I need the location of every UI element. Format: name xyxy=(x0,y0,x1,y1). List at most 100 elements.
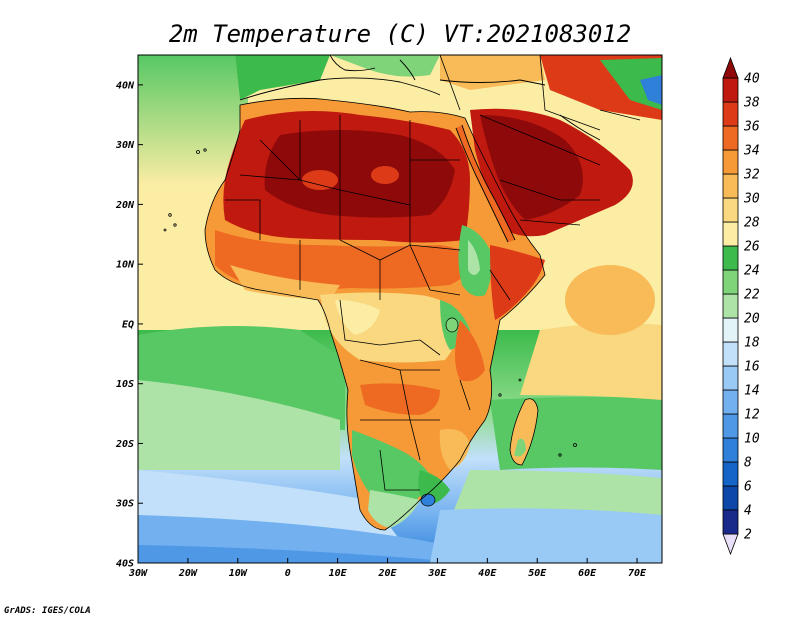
colorbar-label: 2 xyxy=(744,528,752,543)
kalahari-green xyxy=(352,430,430,507)
colorbar-swatch xyxy=(722,485,739,511)
iberia-green xyxy=(235,55,330,100)
x-tick-label: 0 xyxy=(285,568,291,579)
coastlines xyxy=(239,55,601,243)
y-tick-label: 20N xyxy=(115,200,135,211)
colorbar-label: 14 xyxy=(744,384,760,399)
x-tick-label: 30W xyxy=(128,568,148,579)
colorbar-label: 20 xyxy=(744,312,760,327)
y-axis: 40N 30N 20N 10N EQ 10S 20S 30S 40S xyxy=(115,80,143,570)
y-tick-label: EQ xyxy=(122,319,134,330)
colorbar-swatch xyxy=(722,173,739,199)
arabian-sea-warm xyxy=(565,265,655,335)
colorbar-label: 22 xyxy=(744,288,760,303)
tibesti-highland xyxy=(371,166,399,184)
lesotho-cold xyxy=(420,493,436,507)
ahaggar-highland xyxy=(302,170,338,190)
tanzania-hot xyxy=(455,320,485,382)
colorbar-swatch xyxy=(722,149,739,175)
colorbar-swatch xyxy=(722,221,739,247)
arabia-hottest xyxy=(480,115,583,220)
plot-frame xyxy=(137,54,663,564)
colorbar-label: 38 xyxy=(743,96,760,111)
x-tick-label: 70E xyxy=(628,568,647,579)
colorbar-swatch xyxy=(722,413,739,439)
colorbar-label: 12 xyxy=(744,408,760,423)
colorbar-label: 28 xyxy=(744,216,760,231)
caspian-highlands xyxy=(600,58,662,110)
colorbar-label: 30 xyxy=(743,192,760,207)
madagascar-highland xyxy=(514,438,526,457)
x-axis: 30W 20W 10W 0 10E 20E 30E 40E 50E 60E 70E xyxy=(128,558,647,579)
sahel-band xyxy=(215,230,480,290)
lake-victoria xyxy=(445,317,459,333)
plot-area xyxy=(138,55,662,563)
islands xyxy=(163,148,577,457)
zambia-hot xyxy=(360,383,440,415)
y-tick-label: 30S xyxy=(115,499,134,510)
colorbar-label: 4 xyxy=(744,504,752,519)
colorbar-swatch xyxy=(722,125,739,151)
colorbar-swatch xyxy=(722,293,739,319)
south-africa-light xyxy=(368,490,420,528)
x-tick-label: 20E xyxy=(377,568,397,579)
colorbar-swatch xyxy=(722,509,739,535)
colorbar-swatch xyxy=(722,77,739,103)
colorbar-label: 26 xyxy=(744,240,760,255)
colorbar-swatch xyxy=(722,269,739,295)
colorbar-label: 36 xyxy=(743,120,760,135)
x-tick-label: 60E xyxy=(578,568,597,579)
colorbar-swatch xyxy=(722,317,739,343)
grads-credit: GrADS: IGES/COLA xyxy=(4,606,91,616)
y-tick-label: 40S xyxy=(116,559,134,570)
x-tick-label: 50E xyxy=(528,568,547,579)
colorbar-label: 16 xyxy=(744,360,760,375)
colorbar-swatch xyxy=(722,365,739,391)
map-title: 2m Temperature (C) VT:2021083012 xyxy=(169,20,631,48)
x-tick-label: 10E xyxy=(329,568,348,579)
colorbar-label: 18 xyxy=(744,336,760,351)
gabon-coast xyxy=(335,300,380,335)
y-tick-label: 30N xyxy=(115,140,135,151)
southern-europe-green xyxy=(330,55,440,77)
colorbar-swatch xyxy=(722,461,739,487)
colorbar-under-triangle xyxy=(722,533,739,556)
hindu-kush-cold xyxy=(640,75,662,105)
colorbar-label: 34 xyxy=(743,144,760,159)
y-tick-label: 20S xyxy=(115,439,134,450)
indian-ocean-warm xyxy=(520,323,662,400)
colorbar-swatch xyxy=(722,245,739,271)
y-tick-label: 40N xyxy=(116,80,135,91)
colorbar-over-triangle xyxy=(722,56,739,79)
colorbar-swatch xyxy=(722,437,739,463)
colorbar-label: 6 xyxy=(744,480,752,495)
x-tick-label: 30E xyxy=(427,568,447,579)
zimbabwe xyxy=(439,429,470,470)
y-tick-label: 10S xyxy=(116,379,134,390)
colorbar-label: 24 xyxy=(744,264,760,279)
y-tick-label: 10N xyxy=(116,260,135,271)
colorbar-swatch xyxy=(722,101,739,127)
colorbar-label: 32 xyxy=(743,168,760,183)
x-tick-label: 10W xyxy=(229,568,248,579)
west-africa-coast xyxy=(230,265,340,300)
x-tick-label: 40E xyxy=(478,568,497,579)
ethiopian-peaks xyxy=(468,240,480,275)
country-boundaries xyxy=(204,55,641,531)
indian-ocean-pale-blue xyxy=(430,508,662,563)
south-atlantic-light-green xyxy=(138,380,340,470)
horn-of-africa xyxy=(490,245,545,320)
colorbar-swatch xyxy=(722,341,739,367)
x-tick-label: 20W xyxy=(178,568,198,579)
red-sea xyxy=(456,125,515,242)
colorbar-swatch xyxy=(722,197,739,223)
colorbar-label: 10 xyxy=(744,432,760,447)
indian-ocean-light-green xyxy=(450,470,662,520)
colorbar-swatch xyxy=(722,389,739,415)
sahara-hottest xyxy=(264,130,455,218)
colorbar-label: 8 xyxy=(744,456,752,471)
colorbar-label: 40 xyxy=(744,72,760,87)
southern-deep-blue xyxy=(138,545,470,563)
